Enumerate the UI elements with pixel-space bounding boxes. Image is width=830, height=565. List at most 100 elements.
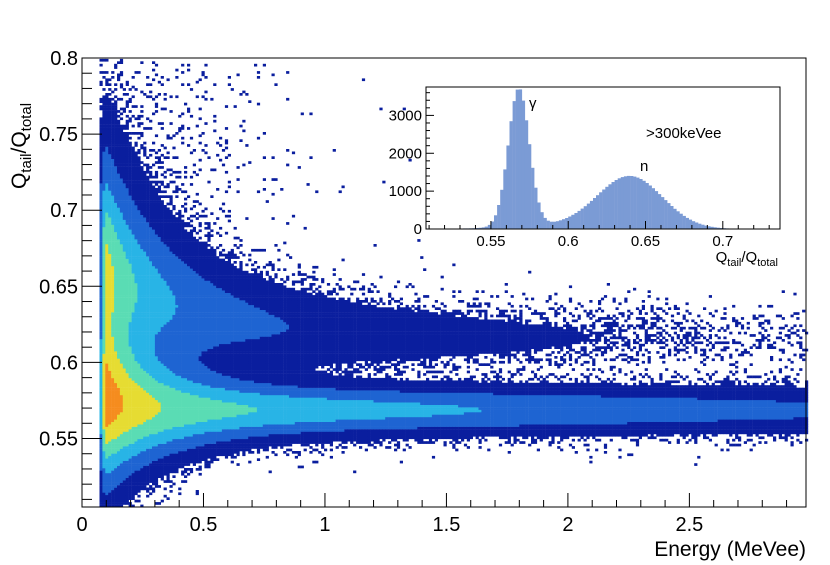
heatmap-cell: [140, 236, 144, 240]
heatmap-cell: [134, 490, 138, 493]
heatmap-cell: [157, 270, 161, 274]
heatmap-cell: [117, 436, 121, 440]
heatmap-cell: [169, 480, 173, 483]
heatmap-cell: [102, 458, 106, 461]
heatmap-cell: [160, 438, 164, 442]
heatmap-cell: [169, 202, 173, 206]
heatmap-cell: [163, 295, 167, 298]
heatmap-cell: [163, 436, 167, 440]
heatmap-cell: [201, 307, 205, 310]
heatmap-cell: [128, 97, 132, 101]
heatmap-cell: [195, 424, 199, 427]
heatmap-cell: [187, 265, 191, 269]
heatmap-cell: [172, 421, 176, 425]
heatmap-cell: [146, 331, 150, 335]
heatmap-cell: [149, 465, 153, 469]
heatmap-cell: [143, 229, 147, 233]
heatmap-cell: [131, 470, 135, 474]
heatmap-cell: [152, 241, 156, 245]
heatmap-cell: [105, 433, 109, 437]
heatmap-cell: [149, 336, 153, 340]
heatmap-cell: [108, 200, 112, 203]
heatmap-cell: [114, 351, 118, 354]
heatmap-cell: [105, 443, 109, 447]
heatmap-cell: [178, 209, 182, 213]
heatmap-cell: [128, 278, 132, 281]
heatmap-cell: [140, 297, 144, 301]
heatmap-cell: [117, 387, 121, 391]
heatmap-cell: [152, 375, 156, 379]
heatmap-cell: [201, 336, 205, 340]
heatmap-cell: [198, 455, 202, 459]
heatmap-cell: [198, 468, 202, 471]
heatmap-cell: [198, 424, 202, 427]
heatmap-cell: [204, 438, 208, 442]
heatmap-cell: [198, 309, 202, 313]
heatmap-cell: [175, 241, 179, 245]
heatmap-cell: [137, 234, 141, 237]
heatmap-cell: [181, 414, 185, 418]
heatmap-cell: [128, 309, 132, 313]
heatmap-cell: [114, 144, 118, 147]
heatmap-cell: [125, 343, 129, 347]
heatmap-cell: [146, 419, 150, 422]
heatmap-cell: [102, 429, 106, 432]
heatmap-cell: [201, 365, 205, 369]
heatmap-cell: [99, 387, 103, 391]
heatmap-cell: [131, 358, 135, 362]
heatmap-cell: [166, 429, 170, 432]
heatmap-cell: [198, 363, 202, 366]
heatmap-cell: [152, 385, 156, 388]
heatmap-cell: [169, 287, 173, 291]
heatmap-cell: [111, 458, 115, 461]
heatmap-cell: [125, 278, 129, 281]
heatmap-cell: [169, 136, 173, 140]
heatmap-cell: [160, 278, 164, 281]
heatmap-cell: [143, 222, 147, 225]
heatmap-cell: [125, 158, 129, 162]
heatmap-cell: [172, 156, 176, 159]
heatmap-cell: [122, 458, 126, 461]
heatmap-cell: [146, 402, 150, 405]
heatmap-cell: [137, 387, 141, 391]
heatmap-cell: [143, 285, 147, 289]
heatmap-cell: [108, 494, 112, 498]
heatmap-cell: [122, 485, 126, 488]
heatmap-cell: [192, 416, 196, 420]
heatmap-cell: [149, 195, 153, 198]
heatmap-cell: [195, 251, 199, 254]
heatmap-cell: [114, 280, 118, 284]
heatmap-cell: [102, 436, 106, 440]
heatmap-cell: [198, 251, 202, 254]
heatmap-cell: [152, 487, 156, 491]
heatmap-cell: [131, 399, 135, 403]
heatmap-cell: [157, 246, 161, 250]
heatmap-cell: [134, 356, 138, 359]
heatmap-cell: [149, 209, 153, 213]
heatmap-cell: [117, 231, 121, 235]
heatmap-cell: [157, 409, 161, 413]
heatmap-cell: [149, 188, 153, 191]
heatmap-cell: [125, 307, 129, 310]
heatmap-cell: [184, 170, 188, 174]
heatmap-cell: [187, 412, 191, 415]
heatmap-cell: [149, 214, 153, 218]
heatmap-cell: [184, 334, 188, 337]
heatmap-cell: [105, 149, 109, 152]
heatmap-cell: [99, 395, 103, 398]
heatmap-cell: [111, 465, 115, 469]
heatmap-cell: [181, 219, 185, 223]
heatmap-cell: [166, 343, 170, 347]
heatmap-cell: [108, 499, 112, 503]
heatmap-cell: [175, 377, 179, 381]
heatmap-cell: [137, 195, 141, 198]
heatmap-cell: [111, 97, 115, 101]
heatmap-cell: [146, 326, 150, 330]
heatmap-cell: [152, 326, 156, 330]
heatmap-cell: [152, 448, 156, 452]
heatmap-cell: [187, 278, 191, 281]
heatmap-cell: [99, 480, 103, 483]
heatmap-cell: [131, 163, 135, 167]
heatmap-cell: [128, 468, 132, 471]
heatmap-cell: [125, 407, 129, 410]
